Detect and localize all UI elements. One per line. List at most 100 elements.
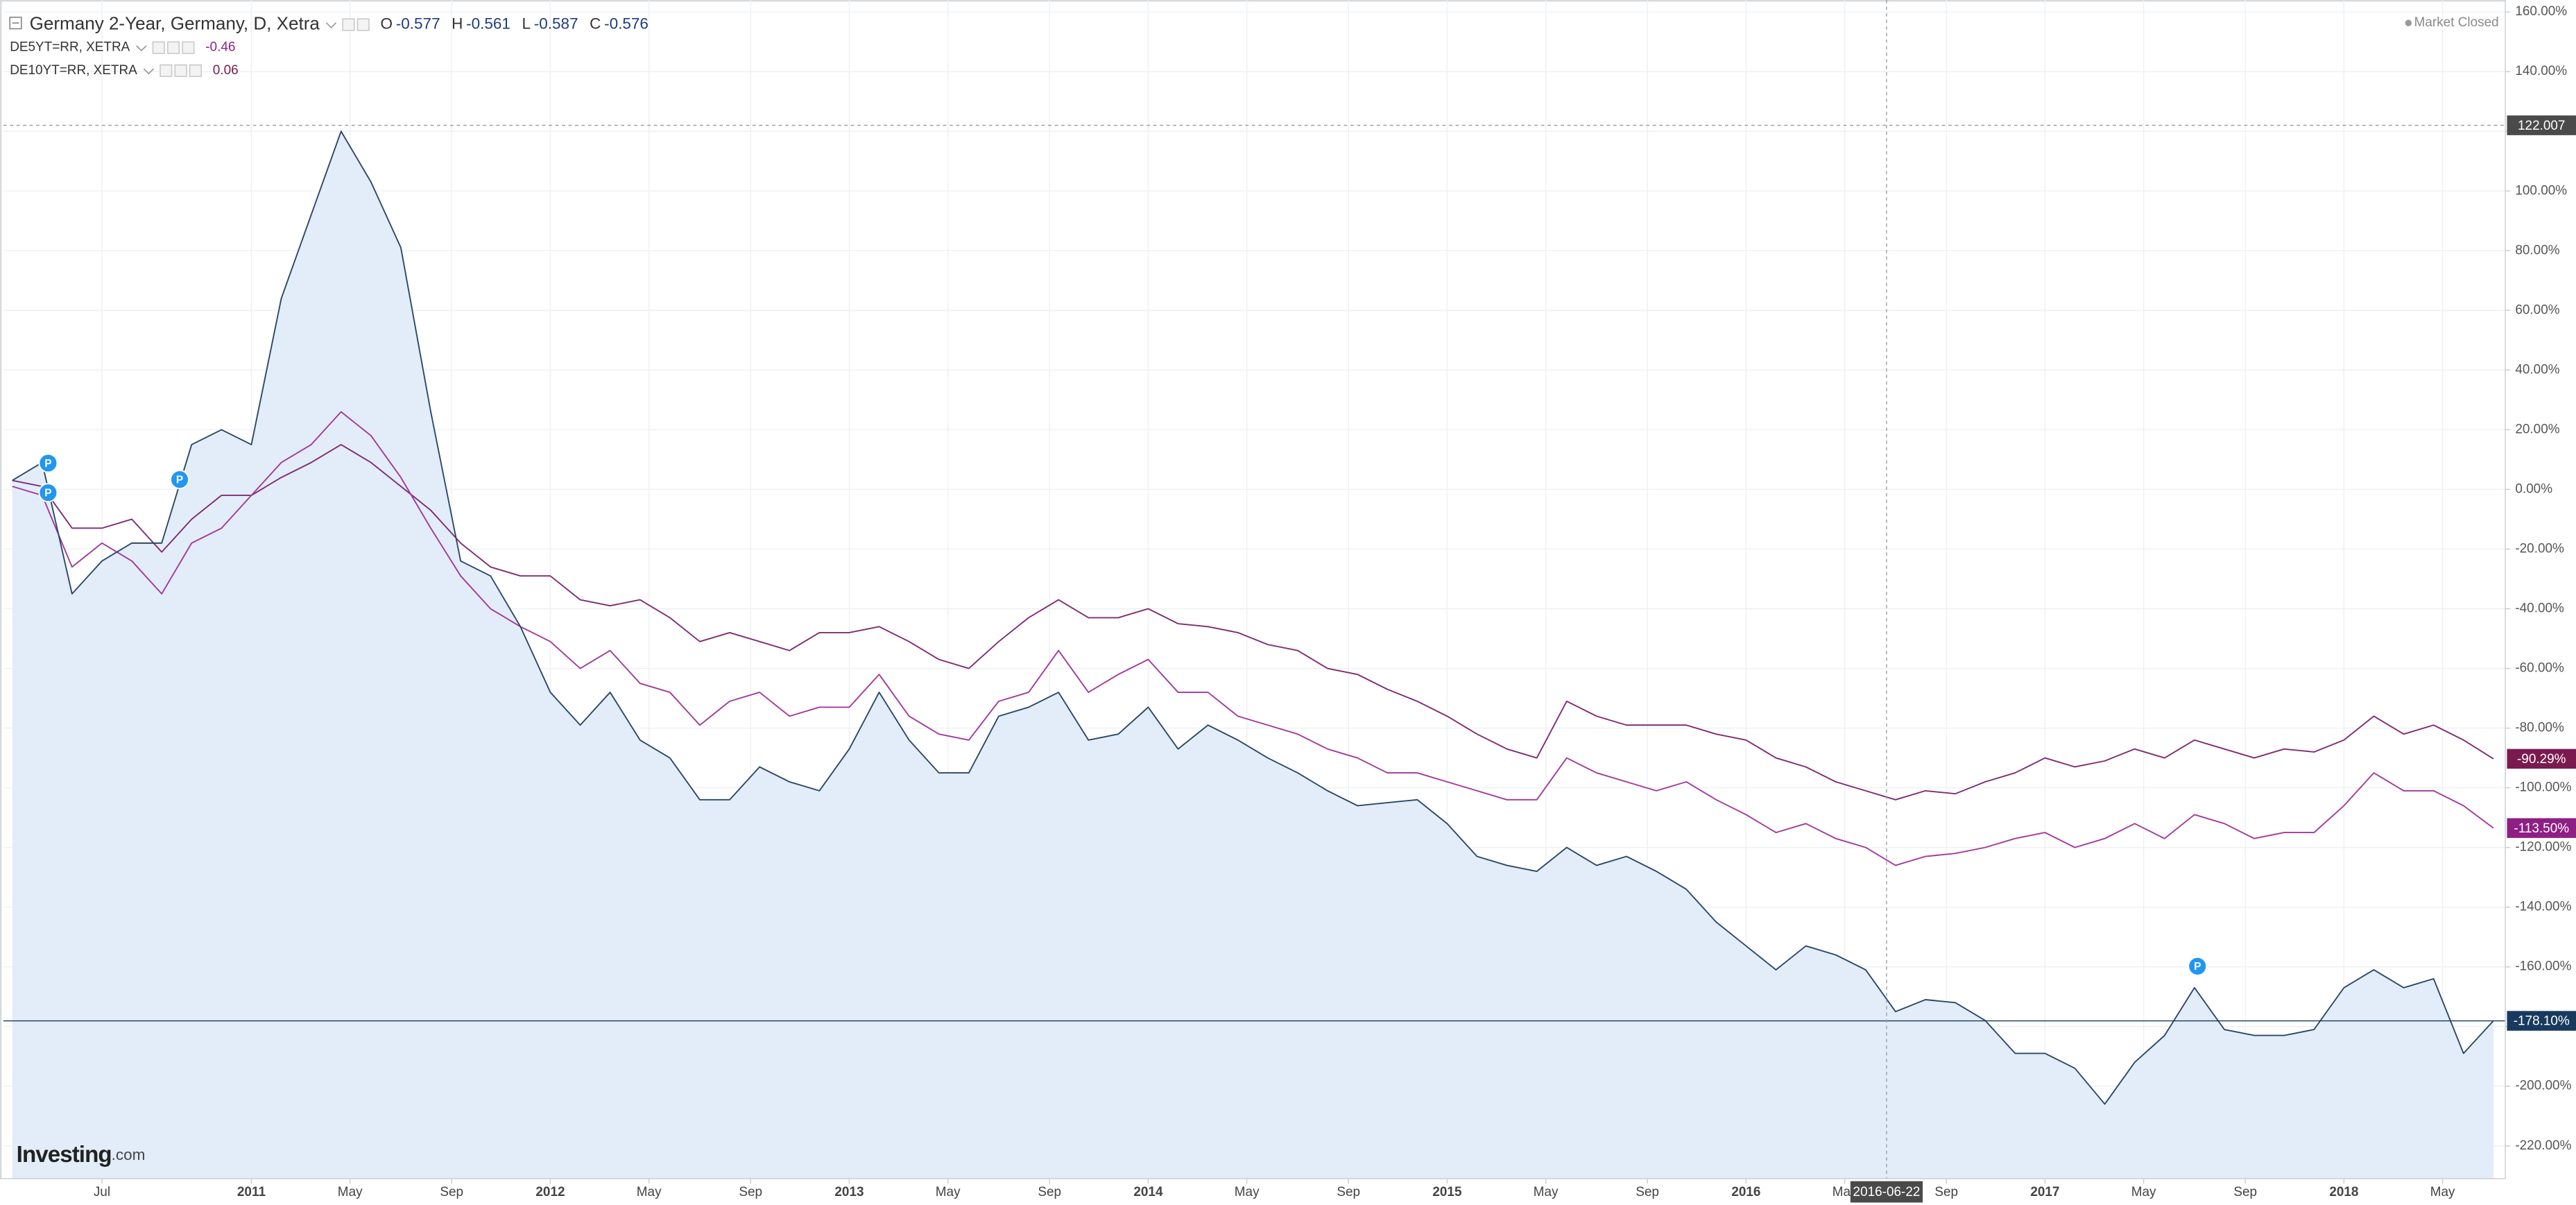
collapse-icon[interactable] bbox=[9, 17, 22, 30]
legend-icon[interactable] bbox=[160, 64, 173, 77]
overlay: P P P P bbox=[3, 0, 2506, 1179]
y-tick-label: -200.00% bbox=[2515, 1079, 2571, 1093]
y-tick-label: -40.00% bbox=[2515, 601, 2564, 615]
legend-icon[interactable] bbox=[182, 41, 195, 54]
x-tick-label: Jul bbox=[94, 1185, 110, 1199]
legend-icon[interactable] bbox=[342, 18, 355, 31]
x-tick-label: Sep bbox=[1934, 1185, 1958, 1199]
legend-name[interactable]: Germany 2-Year, Germany, D, Xetra bbox=[30, 12, 320, 33]
event-marker-label: P bbox=[176, 474, 183, 486]
series-line bbox=[12, 411, 2494, 866]
header: Germany 2-Year, Germany, D, Xetra O -0.577… bbox=[9, 12, 649, 78]
legend-value: -0.46 bbox=[205, 40, 235, 55]
logo: Investing.com bbox=[17, 1142, 146, 1168]
last-value-label: -178.10% bbox=[2514, 1014, 2570, 1029]
last-value-badge bbox=[2507, 749, 2576, 769]
x-tick-label: May bbox=[338, 1185, 363, 1199]
series-line bbox=[12, 130, 2494, 1105]
time-axis-bg bbox=[0, 1179, 2506, 1205]
y-tick-label: 100.00% bbox=[2515, 183, 2567, 198]
ohlc-label: L bbox=[522, 15, 531, 32]
x-tick-label: 2012 bbox=[535, 1185, 565, 1199]
event-marker-label: P bbox=[2194, 961, 2201, 973]
x-tick-label: 2017 bbox=[2030, 1185, 2059, 1199]
x-tick-label: May bbox=[637, 1185, 662, 1199]
x-tick-label: 2013 bbox=[834, 1185, 864, 1199]
legend-caret[interactable] bbox=[136, 45, 147, 52]
legend-icon[interactable] bbox=[167, 41, 180, 54]
crosshair-x-label: 2016-06-22 bbox=[1853, 1185, 1921, 1199]
legend-caret[interactable] bbox=[325, 22, 337, 28]
ohlc-value: -0.576 bbox=[604, 15, 649, 32]
series-area bbox=[12, 131, 2493, 1179]
y-tick-label: 80.00% bbox=[2515, 243, 2559, 257]
ohlc-label: O bbox=[381, 15, 393, 32]
y-tick-label: 60.00% bbox=[2515, 302, 2559, 317]
y-tick-label: 160.00% bbox=[2515, 4, 2567, 19]
legend-icon[interactable] bbox=[174, 64, 187, 77]
x-tick-label: 2018 bbox=[2329, 1185, 2358, 1199]
logo-word: Investing bbox=[17, 1142, 112, 1168]
event-marker[interactable] bbox=[38, 483, 58, 503]
x-tick-label: Sep bbox=[1038, 1185, 1061, 1199]
logo-domain: .com bbox=[112, 1146, 146, 1163]
y-tick-label: 40.00% bbox=[2515, 362, 2559, 377]
y-tick-label: -20.00% bbox=[2515, 541, 2564, 556]
crosshair-x-badge bbox=[1850, 1181, 1923, 1203]
last-value-label: -90.29% bbox=[2517, 752, 2566, 767]
y-tick-label: 20.00% bbox=[2515, 422, 2559, 436]
x-tick-label: May bbox=[2430, 1185, 2455, 1199]
y-tick-label: 140.00% bbox=[2515, 64, 2567, 78]
ohlc-value: -0.577 bbox=[396, 15, 440, 32]
x-tick-label: 2014 bbox=[1133, 1185, 1163, 1199]
y-tick-label: -140.00% bbox=[2515, 900, 2571, 914]
y-tick-label: -100.00% bbox=[2515, 780, 2571, 795]
x-tick-label: Sep bbox=[1337, 1185, 1360, 1199]
x-tick-label: May bbox=[936, 1185, 961, 1199]
x-tick-label: Sep bbox=[739, 1185, 762, 1199]
event-marker[interactable] bbox=[38, 453, 58, 473]
last-value-badge bbox=[2507, 818, 2576, 838]
last-value-badge bbox=[2507, 1011, 2576, 1031]
event-marker[interactable] bbox=[2188, 956, 2208, 976]
y-tick-label: -120.00% bbox=[2515, 840, 2571, 855]
event-marker-label: P bbox=[44, 487, 51, 499]
event-marker-label: P bbox=[44, 458, 51, 470]
legend-caret[interactable] bbox=[143, 68, 155, 75]
status-dot bbox=[2405, 19, 2412, 26]
y-tick-label: 0.00% bbox=[2515, 481, 2552, 496]
axes: 160.00%140.00%120.00%100.00%80.00%60.00%… bbox=[94, 4, 2576, 1203]
x-tick-label: May bbox=[1235, 1185, 1260, 1199]
crosshair-y-label: 122.007 bbox=[2518, 119, 2565, 133]
legend-icon[interactable] bbox=[189, 64, 202, 77]
legend-icon[interactable] bbox=[357, 18, 370, 31]
series-line bbox=[12, 443, 2494, 801]
event-marker[interactable] bbox=[170, 470, 189, 490]
x-tick-label: May bbox=[2131, 1185, 2156, 1199]
y-tick-label: -160.00% bbox=[2515, 959, 2571, 974]
x-tick-label: May bbox=[1534, 1185, 1559, 1199]
legend-value: 0.06 bbox=[213, 63, 239, 78]
legend-icon[interactable] bbox=[152, 41, 165, 54]
y-tick-label: -60.00% bbox=[2515, 661, 2564, 676]
legend-name[interactable]: DE10YT=RR, XETRA bbox=[10, 63, 137, 78]
legend-name[interactable]: DE5YT=RR, XETRA bbox=[10, 40, 130, 55]
ohlc-label: C bbox=[590, 15, 601, 32]
market-status: Market Closed bbox=[2414, 15, 2499, 30]
x-tick-label: Sep bbox=[2233, 1185, 2257, 1199]
x-tick-label: Sep bbox=[440, 1185, 463, 1199]
crosshair-y-badge bbox=[2507, 115, 2576, 135]
ohlc-value: -0.587 bbox=[534, 15, 578, 32]
ohlc-label: H bbox=[452, 15, 463, 32]
x-tick-label: 2015 bbox=[1432, 1185, 1461, 1199]
y-tick-label: -80.00% bbox=[2515, 721, 2564, 735]
price-axis-bg bbox=[2505, 0, 2576, 1205]
ohlc-value: -0.561 bbox=[466, 15, 510, 32]
x-tick-label: 2011 bbox=[237, 1185, 266, 1199]
x-tick-label: Sep bbox=[1635, 1185, 1659, 1199]
x-tick-label: 2016 bbox=[1731, 1185, 1760, 1199]
plot bbox=[12, 130, 2494, 1179]
last-value-label: -113.50% bbox=[2514, 821, 2569, 836]
